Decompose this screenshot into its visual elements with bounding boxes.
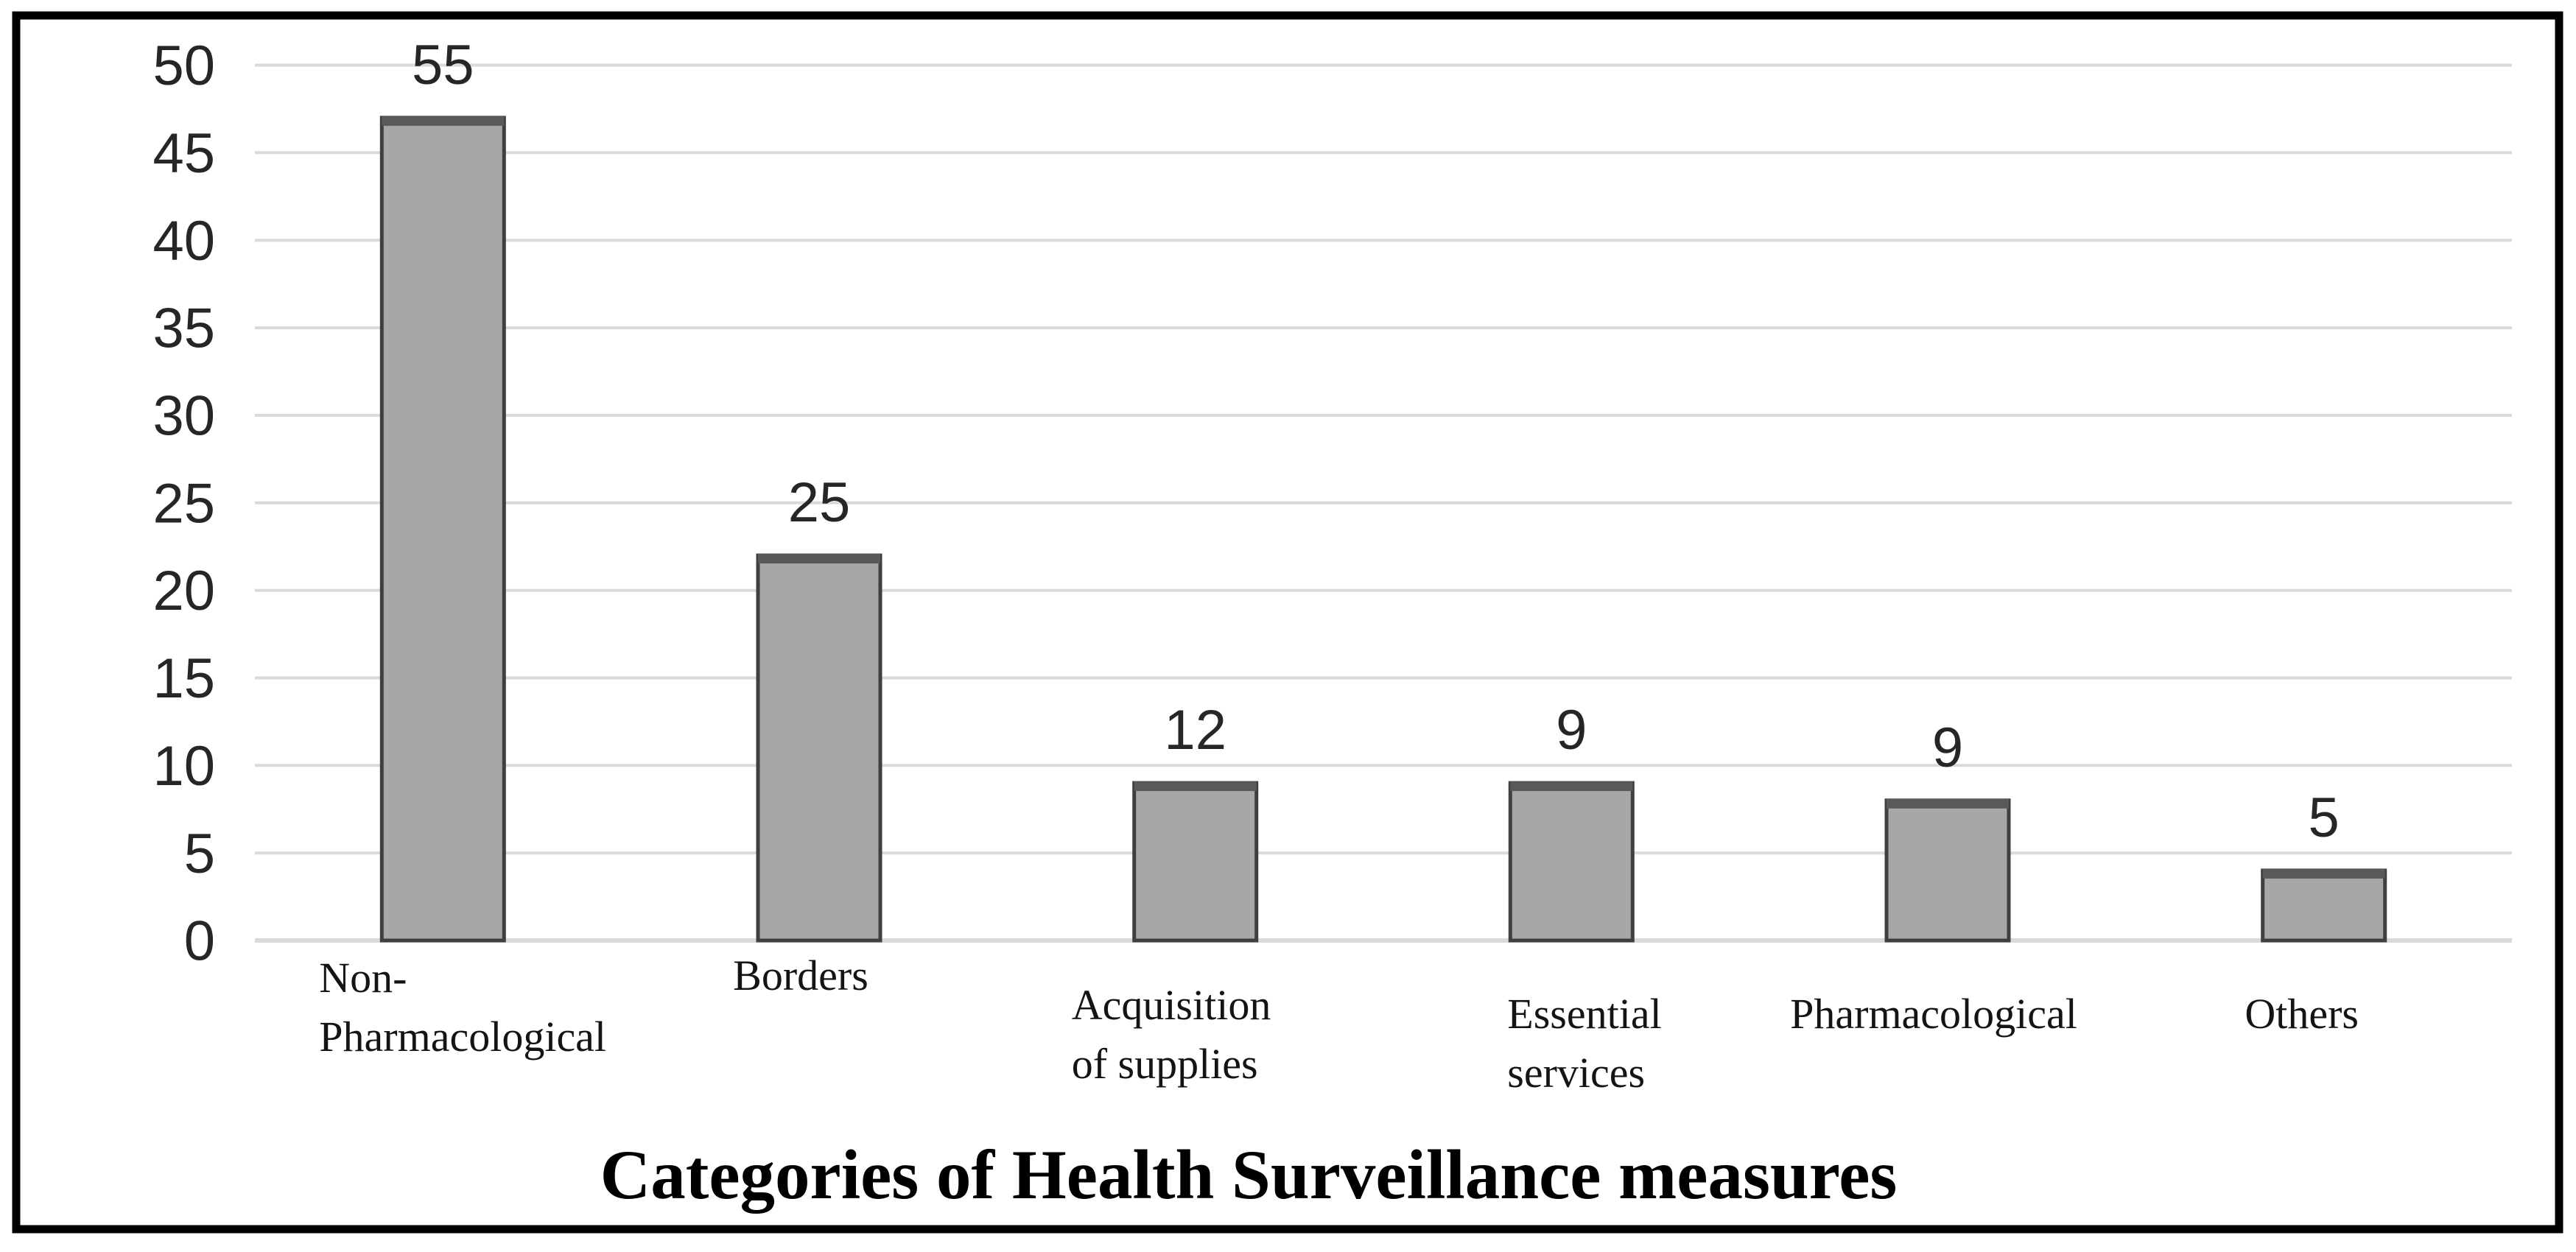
figure-border (12, 11, 2563, 1234)
bar-top-edge (1510, 781, 1633, 792)
bar (1508, 781, 1635, 943)
bar (756, 553, 882, 943)
x-category-label: Others (2245, 990, 2359, 1038)
y-tick-label: 0 (184, 910, 215, 973)
bar-top-edge (2262, 868, 2385, 879)
y-tick-label: 5 (184, 823, 215, 885)
bar (1132, 781, 1259, 943)
bar-value-label: 12 (1164, 699, 1226, 762)
x-category-label: Non- (319, 954, 407, 1002)
bar-top-edge (1134, 781, 1257, 792)
bar (2261, 868, 2387, 943)
y-tick-label: 10 (152, 735, 215, 798)
y-tick-label: 35 (152, 298, 215, 360)
gridlines-layer (255, 63, 2512, 943)
y-tick-label: 30 (152, 385, 215, 448)
y-tick-label: 25 (152, 472, 215, 535)
x-category-label: Acquisition (1072, 981, 1271, 1029)
bar (379, 116, 506, 943)
chart-title: Categories of Health Surveillance measur… (600, 1136, 1898, 1214)
x-category-label: Essential (1507, 990, 1661, 1038)
y-tick-label: 45 (152, 122, 215, 185)
x-category-label: Borders (733, 952, 868, 999)
y-tick-label: 20 (152, 560, 215, 622)
bar-value-label: 5 (2309, 787, 2340, 849)
bar-value-label: 25 (788, 471, 851, 534)
bars-layer (379, 116, 2387, 943)
bar-top-edge (1887, 798, 2009, 809)
x-category-label: Pharmacological (319, 1013, 606, 1061)
bar (1884, 798, 2011, 943)
y-tick-label: 50 (152, 35, 215, 97)
y-tick-label: 40 (152, 210, 215, 272)
value-labels-layer: 55 25 12 9 9 5 (412, 34, 2340, 849)
x-axis-labels-layer: Non- Pharmacological Borders Acquisition of … (319, 952, 2359, 1097)
bar-top-edge (382, 116, 505, 126)
x-category-label: Pharmacological (1790, 990, 2077, 1038)
x-category-label: of supplies (1072, 1040, 1258, 1088)
bar-top-edge (758, 554, 880, 564)
bar-value-label: 9 (1932, 717, 1963, 779)
x-category-label: services (1507, 1049, 1645, 1097)
y-tick-label: 15 (152, 647, 215, 710)
bar-value-label: 9 (1556, 699, 1587, 762)
bar-value-label: 55 (412, 34, 474, 96)
y-axis-labels-layer: 0 5 10 15 20 25 30 35 40 45 50 (152, 35, 215, 973)
